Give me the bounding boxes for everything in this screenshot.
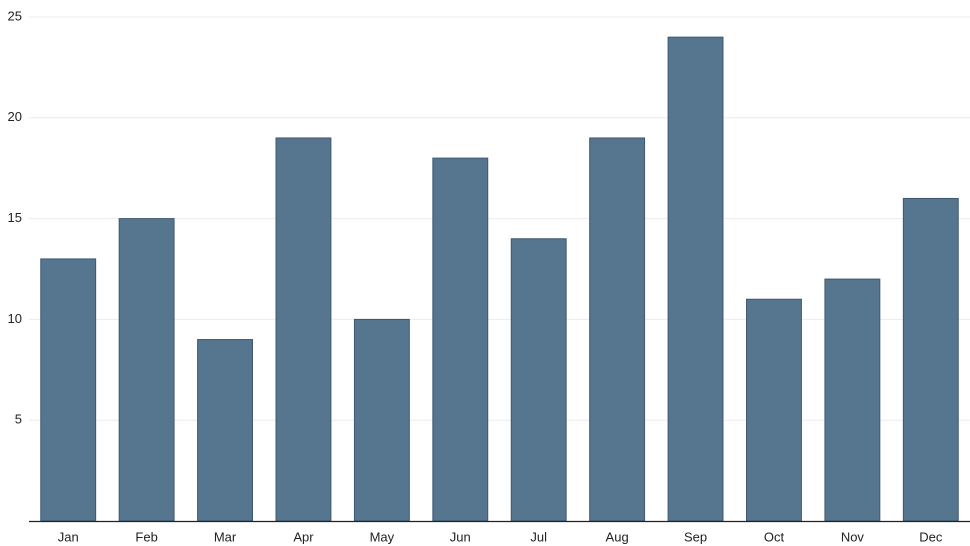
x-tick-label: Oct: [764, 529, 785, 544]
x-tick-label: Apr: [293, 529, 314, 544]
x-tick-label: Dec: [919, 529, 943, 544]
y-tick-label: 25: [8, 8, 22, 23]
bar: [589, 137, 646, 522]
x-tick-label: May: [370, 529, 395, 544]
y-tick-label: 20: [8, 109, 22, 124]
y-tick-label: 5: [15, 412, 22, 427]
x-tick-label: Sep: [684, 529, 707, 544]
x-tick-label: Jul: [530, 529, 547, 544]
x-tick-label: Nov: [841, 529, 865, 544]
bar: [40, 258, 97, 522]
x-tick-label: Jan: [58, 529, 79, 544]
bar: [118, 218, 175, 522]
y-tick-label: 15: [8, 210, 22, 225]
bar: [197, 339, 253, 522]
x-tick-label: Mar: [214, 529, 237, 544]
bar: [510, 238, 567, 522]
y-tick-label: 10: [8, 311, 22, 326]
bar: [667, 36, 724, 522]
bar: [353, 318, 410, 522]
x-tick-label: Aug: [606, 529, 629, 544]
bar: [275, 137, 332, 522]
bar: [432, 157, 489, 522]
x-tick-label: Jun: [450, 529, 471, 544]
x-tick-label: Feb: [135, 529, 157, 544]
bar: [824, 278, 881, 522]
bar: [746, 298, 802, 522]
bar: [902, 197, 959, 522]
